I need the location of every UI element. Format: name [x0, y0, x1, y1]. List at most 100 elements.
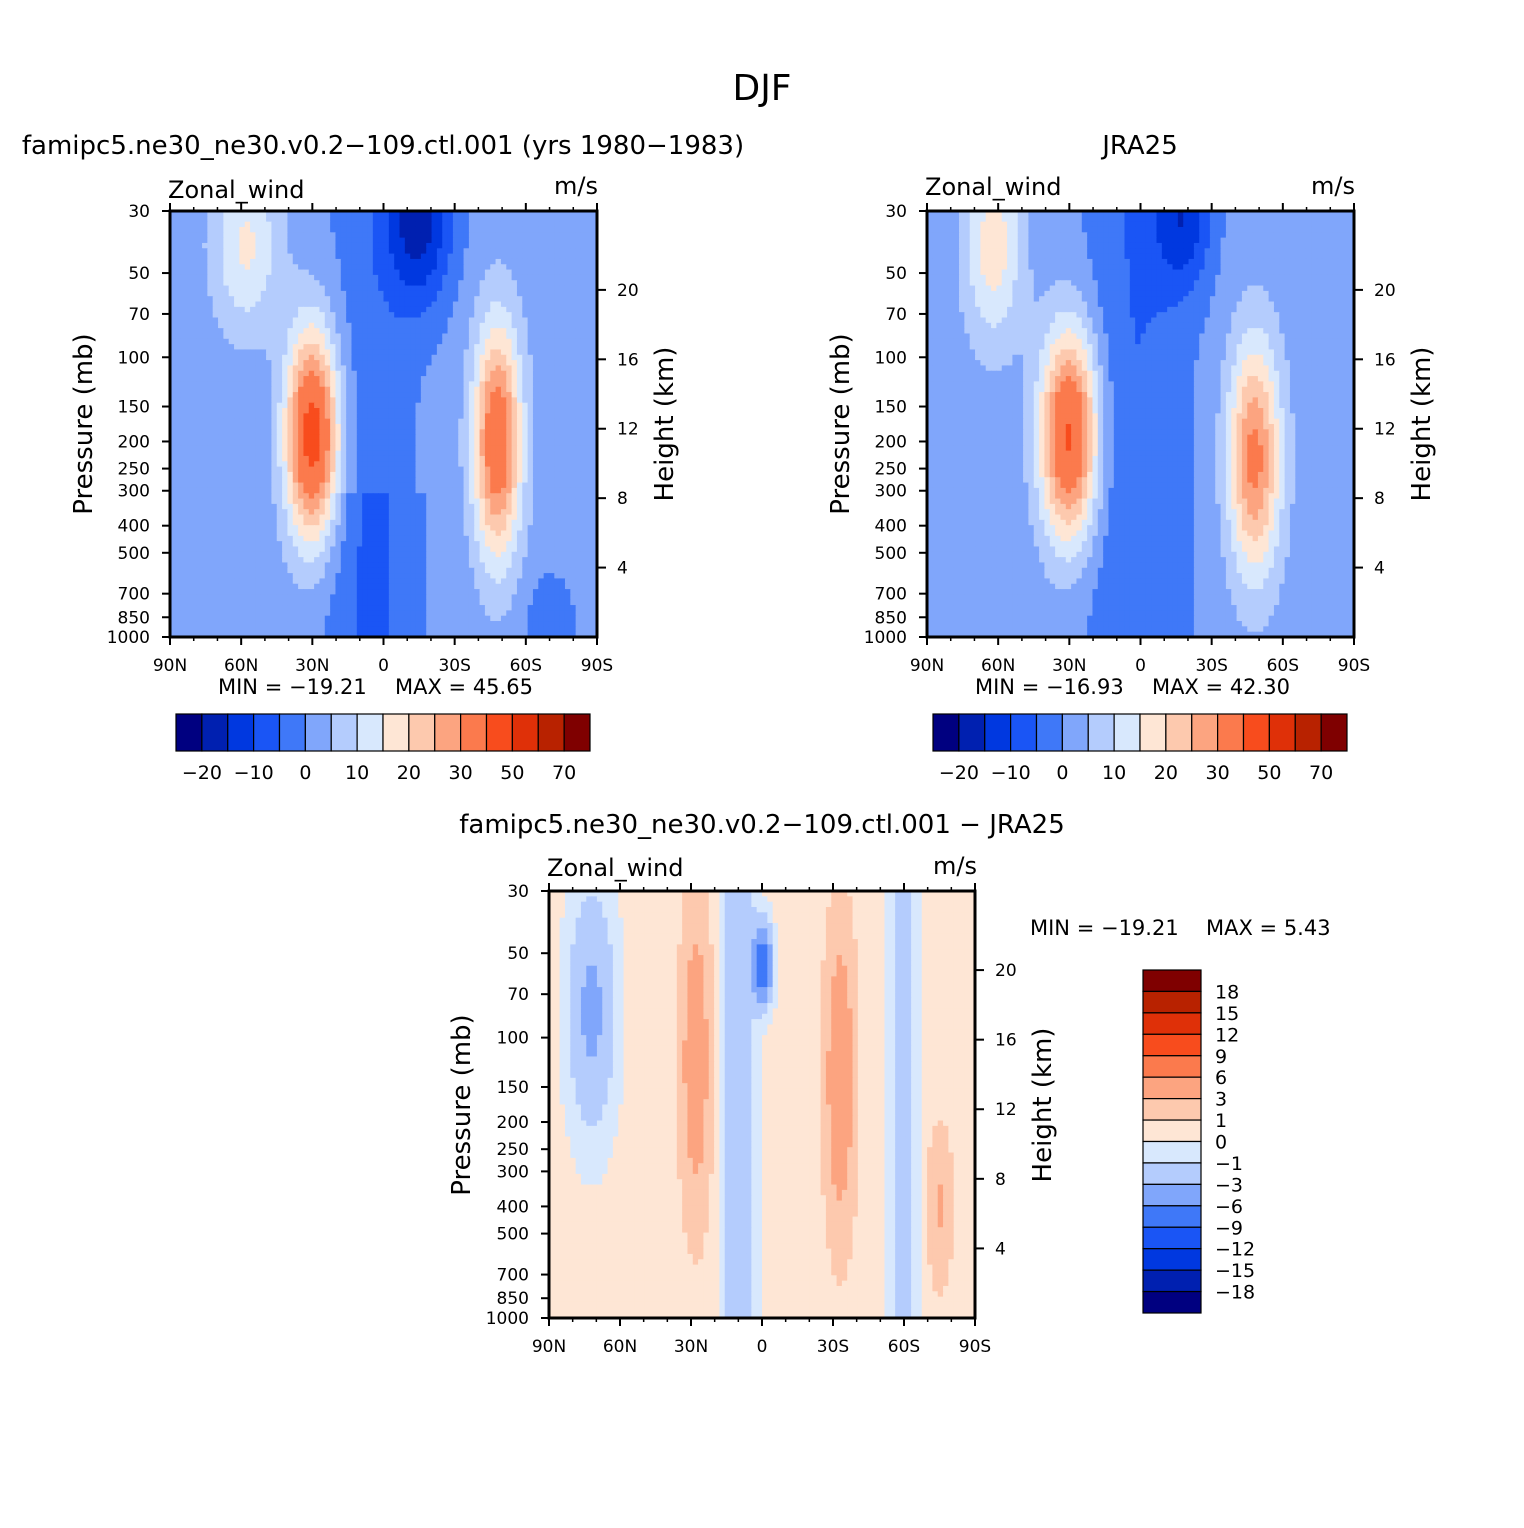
contour-cell [447, 381, 454, 388]
contour-cell [324, 482, 331, 489]
contour-cell [442, 248, 449, 255]
contour-cell [319, 477, 326, 484]
contour-cell [346, 461, 353, 468]
contour-cell [356, 450, 363, 457]
contour-cell [319, 455, 326, 462]
contour-cell [506, 338, 513, 345]
contour-cell [324, 349, 331, 356]
contour-cell [330, 280, 337, 287]
contour-cell [351, 413, 358, 420]
contour-cell [244, 397, 251, 404]
contour-cell [404, 301, 411, 308]
contour-cell [175, 317, 182, 324]
contour-cell [548, 290, 555, 297]
contour-cell [586, 413, 593, 420]
contour-cell [170, 269, 176, 276]
contour-cell [276, 274, 283, 281]
contour-cell [468, 370, 475, 377]
contour-cell [356, 482, 363, 489]
contour-cell [260, 530, 267, 537]
contour-cell [586, 455, 593, 462]
contour-cell [426, 439, 433, 446]
contour-cell [404, 445, 411, 452]
contour-cell [580, 434, 587, 441]
contour-cell [314, 365, 321, 372]
contour-cell [383, 509, 390, 516]
contour-cell [436, 439, 443, 446]
contour-cell [586, 530, 593, 537]
contour-cell [303, 466, 310, 473]
contour-cell [196, 466, 203, 473]
contour-cell [250, 434, 256, 441]
contour-cell [458, 253, 465, 260]
contour-cell [255, 306, 262, 313]
contour-cell [394, 237, 401, 244]
contour-cell [479, 333, 486, 340]
contour-cell [538, 525, 545, 532]
contour-cell [564, 285, 571, 292]
contour-cell [367, 258, 374, 265]
contour-cell [420, 450, 427, 457]
contour-cell [378, 301, 385, 308]
contour-cell [506, 258, 513, 265]
contour-cell [479, 493, 486, 500]
contour-cell [570, 530, 577, 537]
contour-cell [410, 280, 417, 287]
contour-cell [431, 232, 438, 239]
contour-cell [218, 312, 224, 319]
contour-cell [212, 306, 219, 313]
contour-cell [266, 253, 273, 260]
contour-cell [394, 514, 401, 521]
contour-cell [554, 269, 561, 276]
contour-cell [564, 530, 571, 537]
contour-cell [532, 237, 539, 244]
contour-cell [234, 301, 240, 308]
contour-cell [447, 386, 454, 393]
contour-cell [383, 461, 390, 468]
contour-cell [580, 519, 587, 526]
contour-cell [223, 344, 230, 351]
contour-cell [500, 258, 507, 265]
contour-cell [554, 386, 561, 393]
contour-cell [212, 418, 219, 425]
contour-cell [447, 397, 454, 404]
contour-cell [458, 434, 465, 441]
contour-cell [458, 487, 465, 494]
contour-cell [442, 413, 449, 420]
contour-cell [266, 306, 273, 313]
contour-cell [591, 360, 598, 367]
contour-cell [308, 450, 315, 457]
contour-cell [308, 301, 315, 308]
contour-cell [212, 424, 219, 430]
contour-cell [479, 429, 486, 436]
contour-cell [175, 471, 182, 478]
contour-cell [447, 466, 454, 473]
contour-cell [180, 408, 187, 414]
contour-cell [175, 386, 182, 393]
contour-cell [330, 477, 337, 484]
contour-cell [559, 296, 566, 303]
contour-cell [324, 535, 331, 542]
contour-cell [538, 455, 545, 462]
contour-cell [383, 349, 390, 356]
contour-cell [420, 418, 427, 425]
contour-cell [506, 211, 513, 217]
contour-cell [548, 306, 555, 313]
contour-cell [575, 211, 582, 217]
contour-cell [404, 248, 411, 255]
contour-cell [266, 312, 273, 319]
contour-cell [500, 461, 507, 468]
contour-cell [250, 211, 256, 217]
contour-cell [314, 498, 321, 505]
contour-cell [516, 397, 523, 404]
contour-cell [468, 525, 475, 532]
contour-cell [420, 328, 427, 335]
contour-cell [554, 514, 561, 521]
contour-cell [234, 509, 240, 516]
contour-cell [532, 482, 539, 489]
contour-cell [255, 471, 262, 478]
contour-cell [319, 248, 326, 255]
contour-cell [282, 317, 289, 324]
contour-cell [522, 312, 529, 319]
contour-cell [388, 216, 395, 223]
